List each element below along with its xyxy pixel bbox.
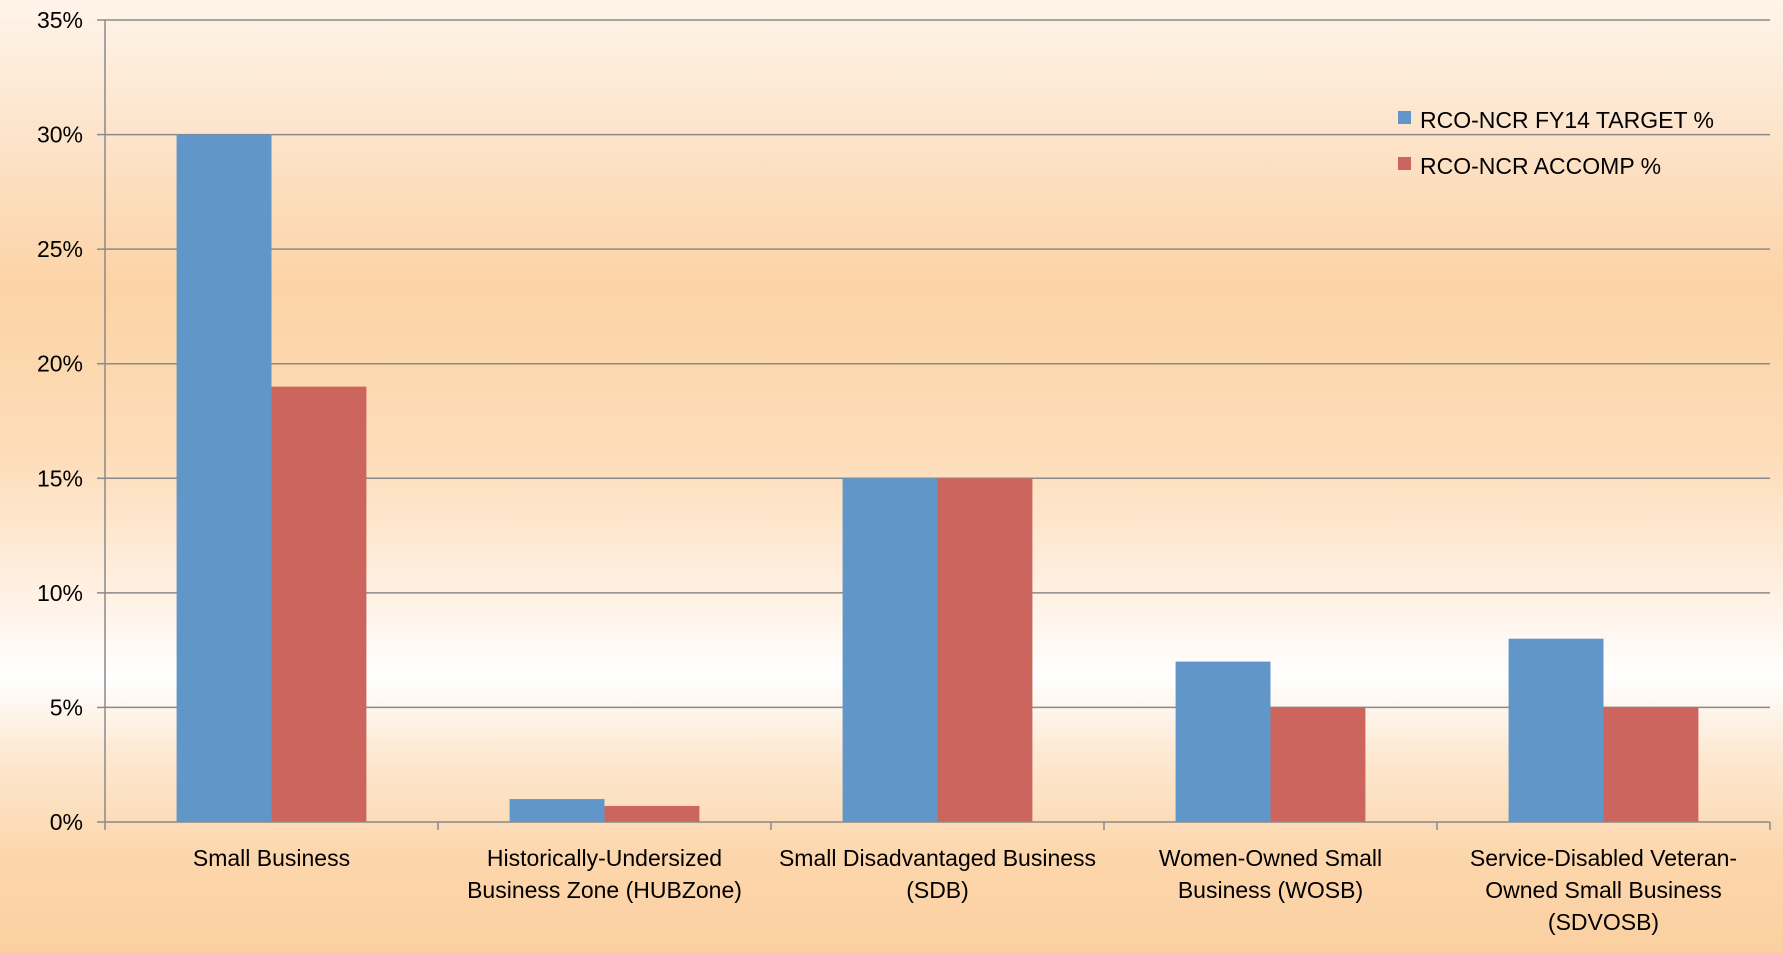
bar-target	[1508, 638, 1604, 822]
x-category-label: Small Business	[193, 845, 350, 871]
bar-target	[842, 478, 938, 822]
legend-label: RCO-NCR FY14 TARGET %	[1420, 107, 1714, 133]
bar-target	[1175, 661, 1271, 822]
y-tick-label: 10%	[37, 580, 83, 606]
x-category-label: Women-Owned Small Business (WOSB)	[1159, 845, 1382, 903]
bar-accomp	[1603, 707, 1699, 822]
bar-accomp	[271, 386, 367, 822]
y-tick-label: 5%	[50, 694, 83, 720]
y-tick-label: 25%	[37, 236, 83, 262]
legend-swatch	[1398, 111, 1411, 124]
legend: RCO-NCR FY14 TARGET % RCO-NCR ACCOMP %	[1398, 107, 1714, 179]
bar-accomp	[604, 805, 700, 822]
x-category-label: Service-Disabled Veteran-Owned Small Bus…	[1470, 845, 1737, 935]
axes	[97, 19, 1771, 830]
y-tick-label: 15%	[37, 465, 83, 491]
y-axis-tick-labels: 0% 5% 10% 15% 20% 25% 30% 35%	[37, 7, 83, 835]
x-axis-category-labels: Small Business Historically-Undersized Bus…	[193, 845, 1737, 935]
legend-swatch	[1398, 157, 1411, 170]
y-tick-label: 30%	[37, 122, 83, 148]
bar-target	[509, 799, 605, 822]
bar-target	[176, 134, 272, 823]
y-tick-label: 20%	[37, 351, 83, 377]
y-tick-label: 35%	[37, 7, 83, 33]
y-tick-label: 0%	[50, 809, 83, 835]
bar-accomp	[1270, 707, 1366, 822]
bars	[176, 134, 1699, 823]
x-category-label: Small Disadvantaged Business (SDB)	[779, 845, 1096, 903]
bar-accomp	[937, 478, 1033, 822]
legend-label: RCO-NCR ACCOMP %	[1420, 153, 1661, 179]
x-category-label: Historically-Undersized Business Zone (HU…	[467, 845, 742, 903]
